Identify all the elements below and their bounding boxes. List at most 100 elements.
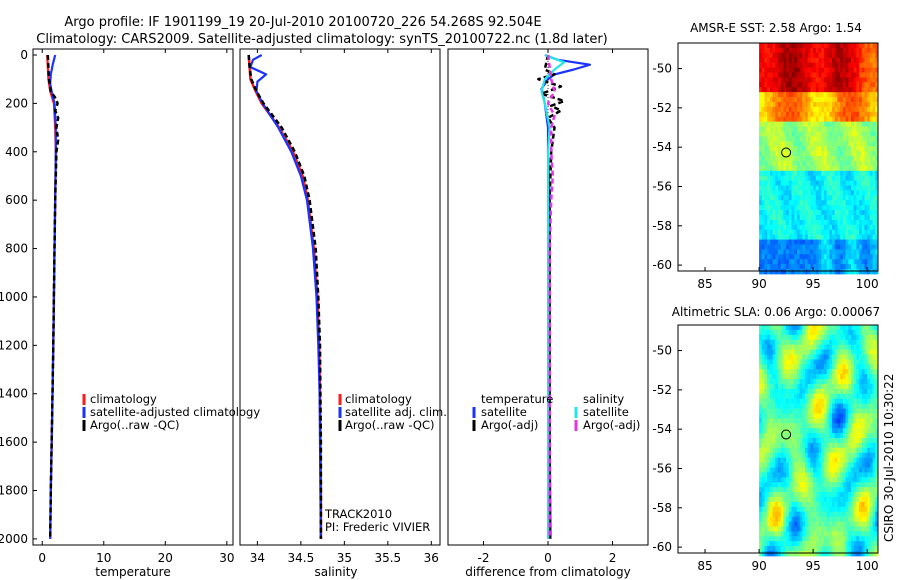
heatmap-cell [872,452,876,459]
heatmap-cell [842,487,846,493]
heatmap-cell [848,442,852,449]
heatmap-cell [834,477,838,483]
heatmap-cell [778,379,782,385]
heatmap-cell [821,521,825,527]
heatmap-cell [853,457,857,463]
heatmap-cell [778,487,782,493]
heatmap-cell [834,462,838,468]
heatmap-cell [864,349,868,355]
heatmap-cell [859,536,863,542]
heatmap-cell [815,210,819,216]
heatmap-cell [834,195,838,201]
heatmap-cell [759,156,763,162]
heatmap-cell [859,383,863,390]
heatmap-cell [867,101,871,108]
heatmap-cell [786,67,790,73]
heatmap-cell [775,551,779,557]
heatmap-cell [842,531,846,537]
heatmap-cell [761,457,765,463]
heatmap-cell [823,111,828,118]
heatmap-cell [856,447,860,454]
heatmap-cell [842,418,846,424]
heatmap-cell [848,344,852,350]
heatmap-cell [810,259,814,265]
heatmap-cell [772,442,776,449]
heatmap-cell [775,180,779,186]
heatmap-cell [875,141,879,147]
heatmap-cell [856,423,860,429]
heatmap-cell [764,101,768,108]
heatmap-cell [815,67,819,73]
heatmap-cell [853,205,857,211]
heatmap-cell [850,62,855,68]
difference-legend: temperature salinity satellite Argo(-adj… [472,392,640,432]
heatmap-cell [850,492,855,498]
heatmap-cell [788,219,792,226]
heatmap-cell [815,175,819,181]
heatmap-cell [769,492,773,498]
heatmap-cell [834,219,838,226]
heatmap-cell [813,141,817,147]
heatmap-cell [780,496,784,503]
heatmap-cell [794,97,798,103]
heatmap-cell [775,249,779,255]
heatmap-cell [853,97,857,103]
heatmap-cell [783,379,787,385]
heatmap-cell [786,106,790,113]
heatmap-cell [875,374,879,380]
heatmap-cell [815,477,819,483]
heatmap-cell [802,190,806,196]
heatmap-cell [780,239,784,245]
heatmap-cell [813,531,817,537]
y-tick-label: 0 [20,48,28,62]
heatmap-cell [799,234,803,240]
heatmap-cell [823,531,828,537]
heatmap-cell [845,47,849,54]
heatmap-cell [796,72,801,78]
heatmap-cell [805,229,809,236]
heatmap-cell [783,526,787,532]
heatmap-cell [850,92,855,98]
heatmap-cell [791,229,795,236]
heatmap-cell [861,344,865,350]
heatmap-cell [786,43,790,49]
heatmap-cell [859,452,863,459]
heatmap-cell [856,492,860,498]
heatmap-cell [767,516,771,522]
heatmap-cell [856,111,860,118]
heatmap-cell [859,97,863,103]
heatmap-cell [769,165,773,172]
heatmap-cell [786,452,790,459]
heatmap-cell [823,214,828,221]
heatmap-cell [761,413,765,419]
heatmap-cell [791,210,795,216]
heatmap-cell [775,269,779,275]
heatmap-cell [864,224,868,231]
heatmap-cell [829,462,833,468]
heatmap-cell [805,126,809,132]
heatmap-cell [875,506,879,513]
heatmap-cell [794,349,798,355]
heatmap-cell [780,462,784,468]
heatmap-cell [772,82,776,88]
heatmap-cell [872,185,876,191]
heatmap-cell [780,136,784,142]
heatmap-cell [861,452,865,459]
heatmap-cell [802,428,806,434]
heatmap-cell [823,249,828,255]
heatmap-cell [815,364,819,370]
heatmap-cell [823,229,828,236]
heatmap-cell [832,364,836,370]
heatmap-cell [764,472,768,478]
heatmap-cell [823,269,828,275]
heatmap-cell [856,224,860,231]
heatmap-cell [859,92,863,98]
heatmap-cell [807,482,811,488]
heatmap-cell [786,62,790,68]
heatmap-cell [834,160,838,167]
heatmap-cell [799,156,803,162]
heatmap-cell [799,101,803,108]
heatmap-cell [850,379,855,385]
heatmap-cell [829,156,833,162]
heatmap-cell [832,428,836,434]
